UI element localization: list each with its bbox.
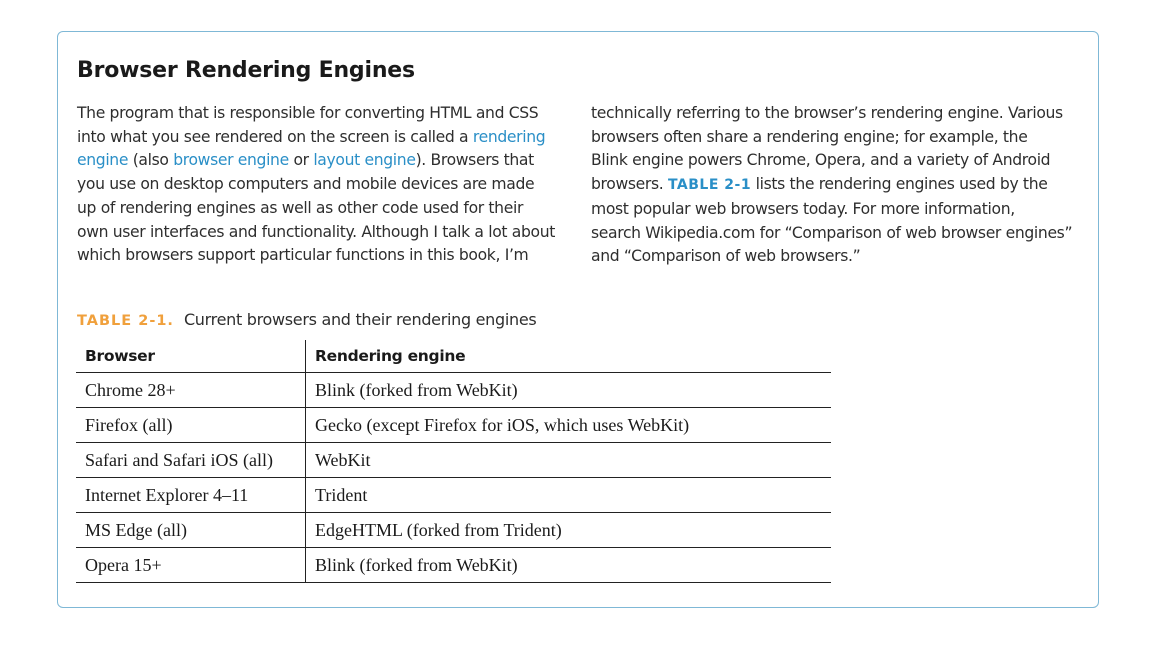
sidebar-title: Browser Rendering Engines [77,58,415,83]
engine-cell: Blink (forked from WebKit) [305,547,831,583]
column-header-browser: Browser [76,340,306,373]
left-column-line: up of rendering engines as well as other… [77,197,569,221]
text-run: search Wikipedia.com for “Comparison of … [591,223,1073,242]
browser-cell: Internet Explorer 4–11 [76,477,306,513]
left-column-line: which browsers support particular functi… [77,244,569,268]
table-row: MS Edge (all) EdgeHTML (forked from Trid… [76,512,831,548]
key-term: browser engine [173,151,289,170]
engine-cell: EdgeHTML (forked from Trident) [305,512,831,548]
text-run: Blink engine powers Chrome, Opera, and a… [591,151,1051,170]
key-term: rendering [472,127,546,146]
text-run: browsers often share a rendering engine;… [591,127,1028,146]
text-run: technically referring to the browser’s r… [591,104,1063,122]
key-term: engine [77,151,129,170]
right-column-line: technically referring to the browser’s r… [591,102,1086,126]
rendering-engines-table: Browser Rendering engine Chrome 28+ Blin… [76,340,831,583]
text-run: which browsers support particular functi… [77,246,529,265]
text-run: up of rendering engines as well as other… [77,198,524,217]
engine-cell: WebKit [305,442,831,478]
body-text-left-column: The program that is responsible for conv… [77,102,569,268]
browser-cell: MS Edge (all) [76,512,306,548]
right-column-line: search Wikipedia.com for “Comparison of … [591,222,1086,246]
engine-cell: Gecko (except Firefox for iOS, which use… [305,407,831,443]
browser-cell: Opera 15+ [76,547,306,583]
text-run: ). Browsers that [415,151,535,170]
right-column-line: most popular web browsers today. For mor… [591,198,1086,222]
text-run: lists the rendering engines used by the [751,175,1048,194]
table-cross-reference: TABLE 2-1 [667,177,752,194]
right-column-line: and “Comparison of web browsers.” [591,245,1086,269]
text-run: (also [128,151,174,170]
text-run: own user interfaces and functionality. A… [77,222,556,241]
browser-cell: Safari and Safari iOS (all) [76,442,306,478]
text-run: and “Comparison of web browsers.” [591,247,861,266]
table-label: TABLE 2-1. [77,313,174,329]
left-column-line: into what you see rendered on the screen… [77,126,569,150]
table-caption: TABLE 2-1. Current browsers and their ren… [77,310,537,329]
text-run: browsers. [591,175,668,194]
table-row: Opera 15+ Blink (forked from WebKit) [76,547,831,583]
text-run: or [288,151,314,170]
table-row: Internet Explorer 4–11 Trident [76,477,831,513]
text-run: you use on desktop computers and mobile … [77,175,535,194]
left-column-line: own user interfaces and functionality. A… [77,221,569,245]
right-column-line: browsers. TABLE 2-1 lists the rendering … [591,173,1086,198]
table-caption-text: Current browsers and their rendering eng… [183,310,537,329]
table-header-row: Browser Rendering engine [76,340,831,373]
right-column-line: browsers often share a rendering engine;… [591,126,1086,150]
right-column-line: Blink engine powers Chrome, Opera, and a… [591,149,1086,173]
table-row: Firefox (all) Gecko (except Firefox for … [76,407,831,443]
engine-cell: Blink (forked from WebKit) [305,372,831,408]
text-run: The program that is responsible for conv… [77,104,539,122]
text-run: into what you see rendered on the screen… [77,127,473,146]
browser-cell: Chrome 28+ [76,372,306,408]
key-term: layout engine [313,151,416,170]
engine-cell: Trident [305,477,831,513]
text-run: most popular web browsers today. For mor… [591,199,1015,218]
sidebar-box [57,31,1099,608]
body-text-right-column: technically referring to the browser’s r… [591,102,1086,269]
browser-cell: Firefox (all) [76,407,306,443]
left-column-line: The program that is responsible for conv… [77,102,569,126]
table-row: Safari and Safari iOS (all) WebKit [76,442,831,478]
left-column-line: you use on desktop computers and mobile … [77,173,569,197]
table-row: Chrome 28+ Blink (forked from WebKit) [76,372,831,408]
left-column-line: engine (also browser engine or layout en… [77,149,569,173]
column-header-rendering-engine: Rendering engine [305,340,831,373]
